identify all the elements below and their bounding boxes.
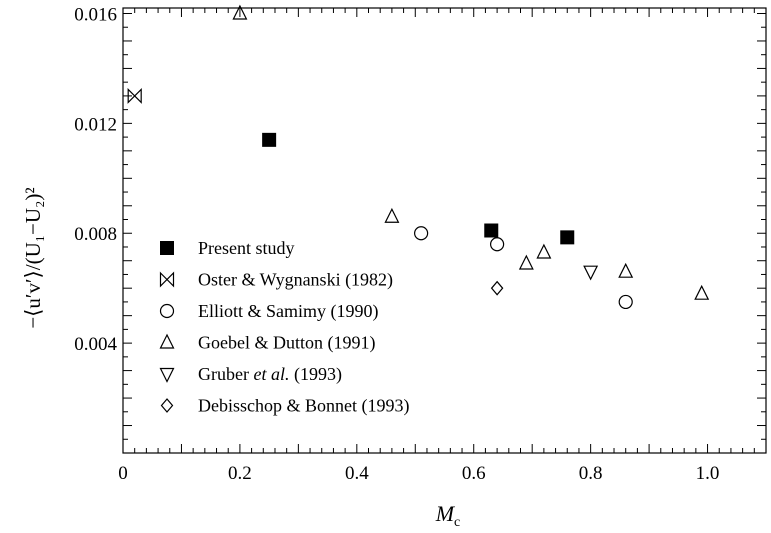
legend-marker-circle [159, 303, 175, 319]
data-point-circle [414, 226, 429, 241]
y-tick-label: 0.008 [74, 224, 117, 245]
data-point-diamond [490, 280, 504, 296]
data-point-bowtie [127, 87, 142, 104]
data-point-filled-square [484, 223, 499, 238]
data-point-filled-square [560, 230, 575, 245]
x-tick-label: 0 [118, 463, 128, 484]
legend-marker-triangle-down [159, 367, 175, 383]
legend-label: Oster & Wygnanski (1982) [198, 270, 393, 291]
legend-marker-triangle-up [159, 333, 175, 349]
data-point-triangle-up [618, 262, 634, 278]
data-point-triangle-up [694, 284, 710, 300]
legend-marker-diamond [160, 398, 174, 413]
x-tick-label: 0.4 [345, 463, 369, 484]
data-point-circle [618, 294, 633, 310]
legend-label: Present study [198, 238, 295, 258]
x-axis-label-sub: c [454, 515, 460, 530]
x-tick-label: 0.8 [579, 463, 603, 484]
y-tick-label: 0.004 [74, 334, 117, 355]
legend-marker-filled-square [160, 241, 174, 255]
data-point-triangle-down [583, 265, 599, 281]
data-point-triangle-up [384, 207, 400, 223]
x-axis-label-main: M [435, 501, 456, 526]
data-points [127, 4, 710, 310]
data-point-triangle-up [232, 4, 248, 20]
x-axis-label: Mc [435, 501, 461, 530]
data-point-triangle-up [536, 243, 552, 259]
y-tick-label: 0.012 [74, 114, 117, 135]
legend-marker-bowtie [159, 271, 175, 288]
tick-labels: 0 0.2 0.4 0.6 0.8 1.0 0.004 0.008 0.012 0.016 [74, 4, 719, 484]
plot-border [122, 7, 767, 454]
axis-ticks [122, 8, 767, 454]
data-point-circle [490, 237, 505, 252]
legend-label: Elliott & Samimy (1990) [198, 301, 379, 322]
x-tick-label: 1.0 [696, 463, 720, 484]
legend-label: Goebel & Dutton (1991) [198, 333, 375, 354]
legend: Present study Oster & Wygnanski (1982) Ell… [159, 238, 409, 417]
data-point-filled-square [262, 132, 277, 147]
y-tick-label: 0.016 [74, 4, 117, 25]
y-axis-label: −⟨u′v′⟩/(U₁−U₂)² [21, 187, 45, 328]
x-tick-label: 0.2 [228, 463, 252, 484]
x-tick-label: 0.6 [462, 463, 486, 484]
legend-label: Gruber et al. (1993) [198, 364, 342, 385]
plot-frame [122, 7, 767, 454]
legend-label: Debisschop & Bonnet (1993) [198, 396, 409, 417]
data-point-triangle-up [518, 254, 534, 270]
